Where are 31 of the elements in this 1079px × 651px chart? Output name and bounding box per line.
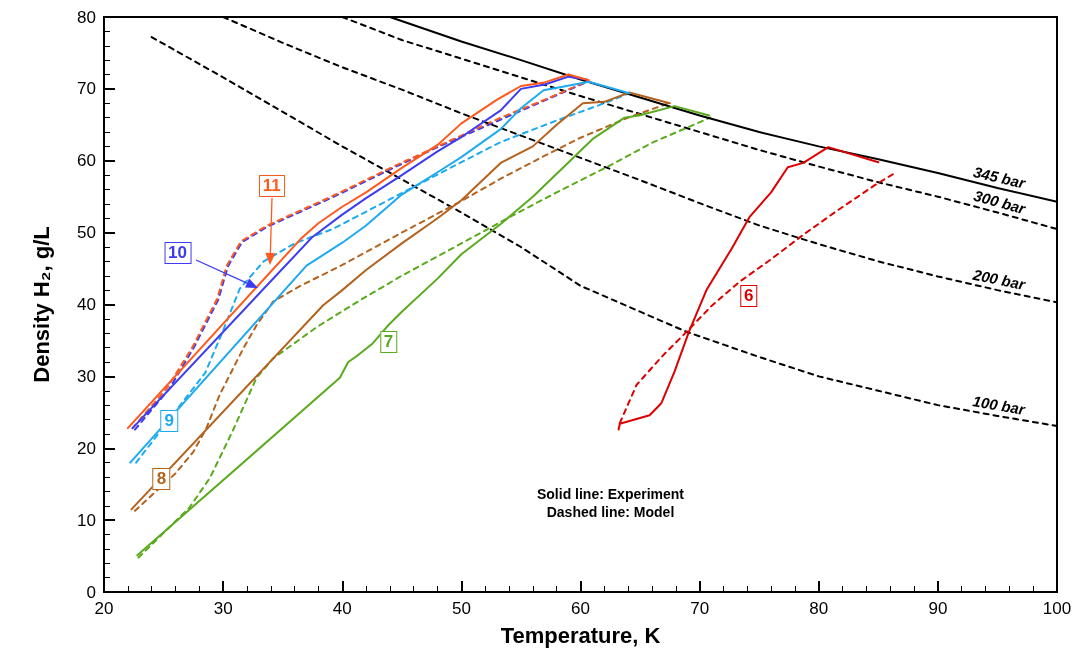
x-tick-label: 70 [690,599,710,618]
text: 10 [164,242,192,265]
text: 345 bar [971,163,1028,192]
y-tick-label: 30 [77,366,96,386]
text: 200 bar [970,265,1028,294]
x-tick-label: 100 [1042,599,1072,618]
x-tick-label: 50 [451,599,471,618]
series-label: 8 [152,468,171,491]
x-tick-label: 40 [332,599,352,618]
y-tick-label: 80 [77,7,96,27]
series-label: 7 [379,331,398,354]
y-tick-label: 0 [86,582,96,602]
annotation: Solid line: Experiment [536,486,685,502]
x-tick-label: 30 [213,599,233,618]
x-tick-label: 90 [928,599,948,618]
x-axis-title: Temperature, K [500,622,661,648]
y-tick-label: 40 [77,295,96,314]
text: 100 bar [971,392,1028,419]
annotation: Dashed line: Model [546,504,675,520]
y-tick-label: 60 [77,151,96,171]
y-tick-label: 10 [77,510,96,530]
text: 11 [258,175,285,198]
x-tick-label: 20 [94,599,114,618]
series-label: 9 [160,409,178,432]
x-tick-label: 80 [809,599,829,618]
y-tick-label: 20 [77,438,96,458]
y-axis-title: Density H₂, g/L [28,226,54,383]
y-tick-label: 50 [77,223,96,243]
x-tick-label: 60 [571,599,590,618]
series-label: 6 [739,284,758,307]
y-tick-label: 70 [77,79,96,99]
